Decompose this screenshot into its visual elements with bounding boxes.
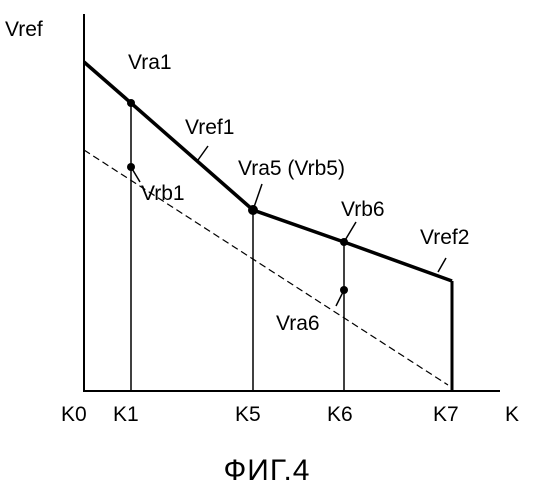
- vref2-leader: [438, 258, 446, 272]
- point-vra6: [340, 286, 348, 294]
- point-label-vra5: Vra5 (Vrb5): [238, 157, 345, 180]
- y-axis-label: Vref: [5, 18, 43, 41]
- point-label-vra6: Vra6: [276, 312, 320, 335]
- figure-caption: ФИГ.4: [224, 454, 311, 487]
- vrb-dashed-line: [84, 150, 448, 385]
- tick-label-k5: K5: [235, 403, 261, 426]
- tick-label-k0: K0: [61, 403, 87, 426]
- vref1-leader: [198, 146, 208, 160]
- point-vra5: [248, 205, 258, 215]
- x-axis-label: K: [505, 403, 519, 426]
- tick-label-k1: K1: [113, 403, 139, 426]
- tick-label-k7: K7: [433, 403, 459, 426]
- tick-label-k6: K6: [327, 403, 353, 426]
- point-label-vrb6: Vrb6: [341, 198, 385, 221]
- curve-label-vref1: Vref1: [185, 116, 234, 139]
- point-label-vrb1: Vrb1: [141, 182, 185, 205]
- point-vrb1: [127, 163, 135, 171]
- point-vra1: [127, 99, 135, 107]
- curve-label-vref2: Vref2: [420, 226, 469, 249]
- point-vrb6: [340, 238, 348, 246]
- point-label-vra1: Vra1: [128, 51, 172, 74]
